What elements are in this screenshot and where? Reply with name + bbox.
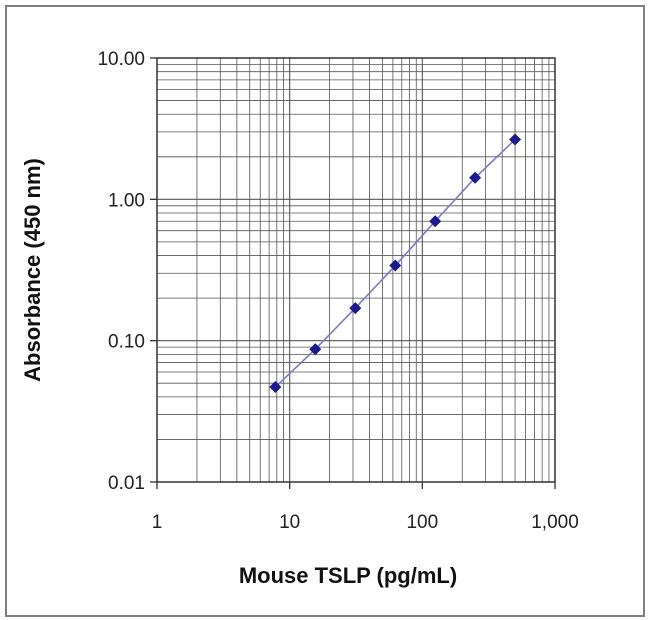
- x-tick-label: 1: [152, 512, 163, 533]
- plot-area: [156, 57, 556, 483]
- y-tick-label: 1.00: [108, 190, 145, 211]
- chart-grid: [157, 58, 555, 482]
- y-tick-label: 10.00: [97, 49, 145, 70]
- y-axis-ticks: 0.01 0.10 1.00 10.00: [97, 49, 157, 494]
- x-axis-title: Mouse TSLP (pg/mL): [239, 563, 457, 588]
- data-point: [509, 133, 522, 146]
- y-tick-label: 0.10: [108, 332, 145, 353]
- data-point: [429, 215, 442, 228]
- y-tick-label: 0.01: [108, 473, 145, 494]
- x-tick-label: 10: [279, 512, 300, 533]
- data-point: [469, 171, 482, 184]
- x-tick-label: 100: [406, 512, 438, 533]
- chart-frame: [5, 5, 645, 617]
- data-points: [269, 133, 522, 394]
- data-point: [389, 259, 402, 272]
- data-point: [349, 302, 362, 315]
- data-point: [269, 381, 282, 394]
- data-point: [309, 343, 322, 356]
- x-tick-label: 1,000: [531, 512, 579, 533]
- x-axis-ticks: 1 10 100 1,000: [152, 482, 579, 533]
- y-axis-title: Absorbance (450 nm): [20, 158, 45, 382]
